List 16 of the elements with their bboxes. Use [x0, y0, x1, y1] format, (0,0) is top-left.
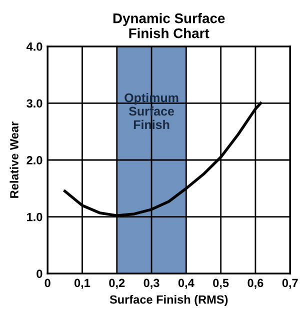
x-tick-label: 0,4 — [178, 278, 194, 289]
x-tick-label: 0,1 — [74, 278, 90, 289]
y-axis-title: Relative Wear — [10, 122, 18, 198]
y-tick-label: 0 — [36, 270, 42, 278]
x-tick-label: 0 — [44, 278, 50, 288]
x-axis-title: Surface Finish (RMS) — [110, 295, 228, 306]
x-tick-label: 0,2 — [109, 278, 125, 289]
chart-title: Dynamic Surface Finish Chart — [113, 13, 225, 38]
y-tick-label: 3.0 — [26, 99, 42, 108]
x-tick-label: 0,3 — [144, 278, 160, 289]
y-tick-label: 1.0 — [27, 212, 42, 222]
x-tick-label: 0,7 — [282, 278, 298, 289]
y-tick-label: 2.0 — [26, 156, 42, 164]
y-tick-label: 4.0 — [26, 42, 42, 51]
x-tick-label: 0,6 — [248, 278, 264, 289]
x-tick-label: 0,5 — [213, 278, 229, 289]
